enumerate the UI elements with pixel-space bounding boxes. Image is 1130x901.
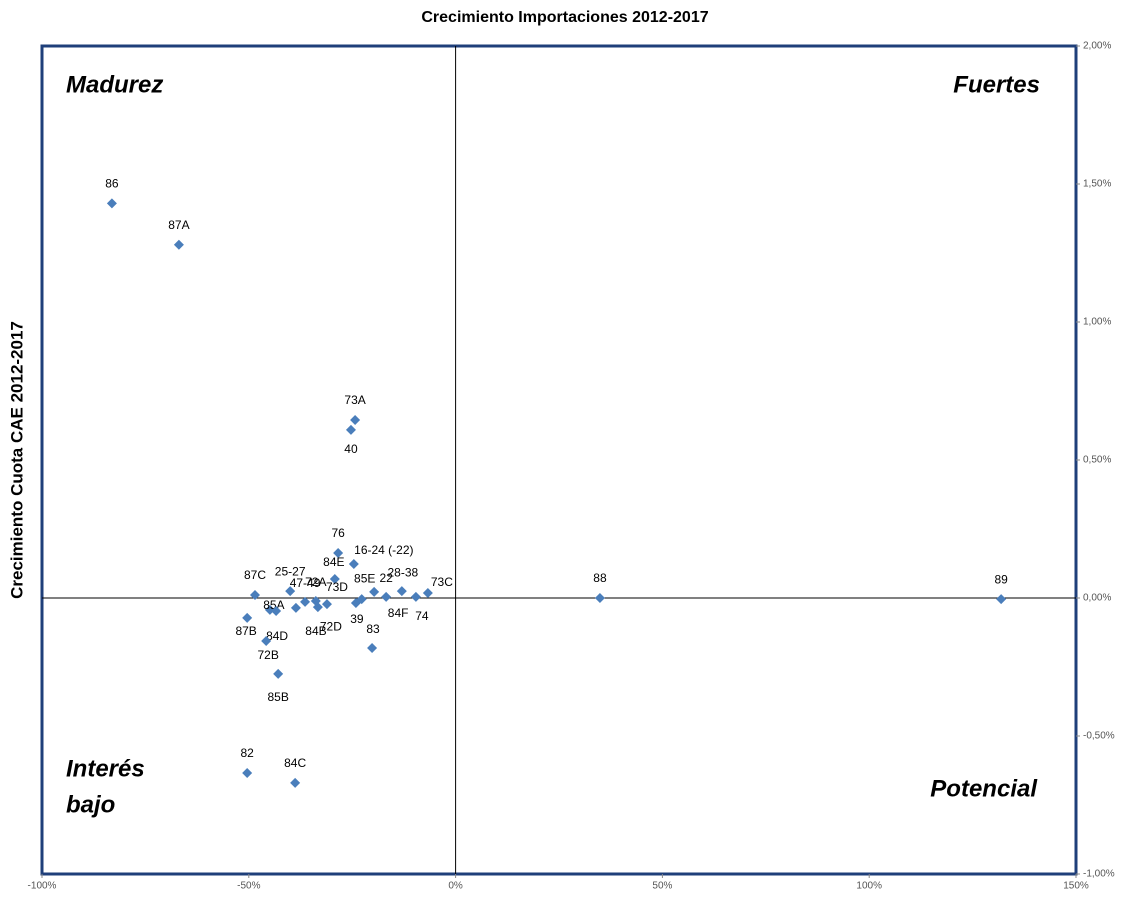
point-label: 72D [320,619,342,633]
y-tick-label: 0,00% [1083,593,1111,604]
point [300,596,311,607]
point [250,589,261,600]
quadrant-label: Interés [66,755,145,782]
point-label: 87C [244,568,266,582]
point [396,586,407,597]
point [290,602,301,613]
point-label: 84C [284,756,306,770]
x-tick-label: 100% [856,881,882,892]
point-label: 76 [331,526,345,540]
point [312,602,323,613]
point-label: 87A [168,218,189,232]
y-axis-label: Crecimiento Cuota CAE 2012-2017 [7,321,26,599]
point [285,586,296,597]
point [173,239,184,250]
point [369,586,380,597]
point-label: 22 [379,571,393,585]
point [381,591,392,602]
y-tick-label: -0,50% [1083,731,1115,742]
point-label: 86 [105,176,119,190]
point-label: 40 [344,442,358,456]
point-label: 16-24 (-22) [354,543,413,557]
point [345,424,356,435]
chart-title: Crecimiento Importaciones 2012-2017 [421,9,708,26]
point [422,588,433,599]
point [350,597,361,608]
point-label: 72B [257,648,278,662]
y-tick-label: -1,00% [1083,869,1115,880]
point-label: 84E [323,555,344,569]
point-label: 83 [366,622,380,636]
quadrant-label: Madurez [66,71,163,98]
point-label: 74 [415,609,429,623]
point [321,599,332,610]
point-label: 85B [267,690,288,704]
point-label: 39 [350,612,364,626]
point-label: 72A [305,575,326,589]
point [290,777,301,788]
y-tick-label: 1,50% [1083,179,1111,190]
y-tick-label: 0,50% [1083,455,1111,466]
y-tick-label: 2,00% [1083,41,1111,52]
quadrant-label: Fuertes [953,71,1040,98]
point [264,604,275,615]
x-tick-label: 150% [1063,881,1089,892]
point [350,414,361,425]
x-tick-label: -50% [237,881,260,892]
point-label: 87B [235,624,256,638]
point [348,559,359,570]
point [273,668,284,679]
point [996,594,1007,605]
point [261,636,272,647]
point-label: 47-49 [290,576,321,590]
x-tick-label: 50% [652,881,672,892]
point [410,591,421,602]
plot-frame [40,44,1078,876]
point [333,548,344,559]
point [106,198,117,209]
point-label: 85E [354,571,375,585]
point [367,642,378,653]
point-label: 84F [388,606,409,620]
point-label: 73C [431,575,453,589]
point-label: 84B [305,624,326,638]
point [594,593,605,603]
quadrant-label: Potencial [930,775,1038,802]
point-label: 84D [266,629,288,643]
point-label: 28-38 [387,565,418,579]
point-label: 25-27 [275,564,306,578]
point-label: 73D [326,580,348,594]
point-label: 82 [240,746,254,760]
point-label: 85A [263,598,284,612]
point [329,573,340,584]
x-tick-label: 0% [448,881,463,892]
point-label: 88 [593,571,607,585]
point [271,605,282,616]
x-tick-label: -100% [28,881,57,892]
point-label: 73A [344,393,365,407]
point [242,767,253,778]
quadrant-label: bajo [66,791,115,818]
point [242,612,253,623]
y-tick-label: 1,00% [1083,317,1111,328]
point-label: 89 [994,572,1008,586]
